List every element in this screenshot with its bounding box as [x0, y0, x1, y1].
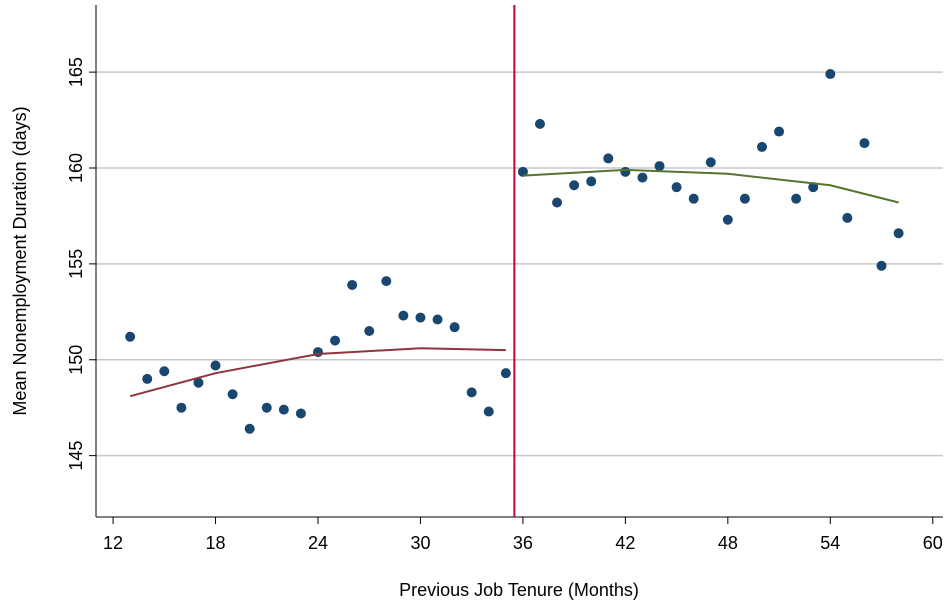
point	[722, 214, 733, 225]
point	[415, 312, 426, 323]
point	[774, 126, 785, 137]
x-tick-label: 48	[718, 533, 738, 553]
point	[330, 335, 341, 346]
point	[517, 166, 528, 177]
x-tick-label: 18	[206, 533, 226, 553]
point	[637, 172, 648, 183]
x-tick-label: 60	[923, 533, 943, 553]
y-tick-label: 155	[66, 249, 86, 279]
y-tick-label: 160	[66, 153, 86, 183]
point	[534, 118, 545, 129]
point	[295, 408, 306, 419]
point	[671, 182, 682, 193]
point	[893, 228, 904, 239]
y-tick-label: 145	[66, 441, 86, 471]
point	[756, 141, 767, 152]
x-axis-label: Previous Job Tenure (Months)	[399, 580, 639, 600]
point	[398, 310, 409, 321]
point	[347, 279, 358, 290]
point	[842, 212, 853, 223]
fit-line	[522, 168, 899, 204]
point	[210, 360, 221, 371]
point	[654, 161, 665, 172]
point	[876, 260, 887, 271]
point	[364, 325, 375, 336]
point	[825, 69, 836, 80]
point	[688, 193, 699, 204]
point	[125, 331, 136, 342]
point	[244, 423, 255, 434]
fit-line	[129, 347, 506, 398]
point	[705, 157, 716, 168]
point	[808, 182, 819, 193]
point	[466, 387, 477, 398]
point	[552, 197, 563, 208]
x-tick-label: 30	[410, 533, 430, 553]
x-tick-label: 12	[103, 533, 123, 553]
point	[569, 180, 580, 191]
point	[278, 404, 289, 415]
point	[381, 276, 392, 287]
x-tick-label: 54	[820, 533, 840, 553]
point	[142, 373, 153, 384]
x-tick-label: 24	[308, 533, 328, 553]
point	[227, 389, 238, 400]
point	[261, 402, 272, 413]
point	[620, 166, 631, 177]
point	[791, 193, 802, 204]
y-tick-label: 165	[66, 57, 86, 87]
point	[159, 366, 170, 377]
point	[176, 402, 187, 413]
point	[432, 314, 443, 325]
y-axis-label: Mean Nonemployment Duration (days)	[10, 106, 30, 415]
x-tick-label: 36	[513, 533, 533, 553]
point	[449, 322, 460, 333]
point	[859, 138, 870, 149]
point	[739, 193, 750, 204]
point	[603, 153, 614, 164]
point	[586, 176, 597, 187]
point	[193, 377, 204, 388]
point	[483, 406, 494, 417]
y-tick-label: 150	[66, 345, 86, 375]
point	[500, 368, 511, 379]
x-tick-label: 42	[615, 533, 635, 553]
